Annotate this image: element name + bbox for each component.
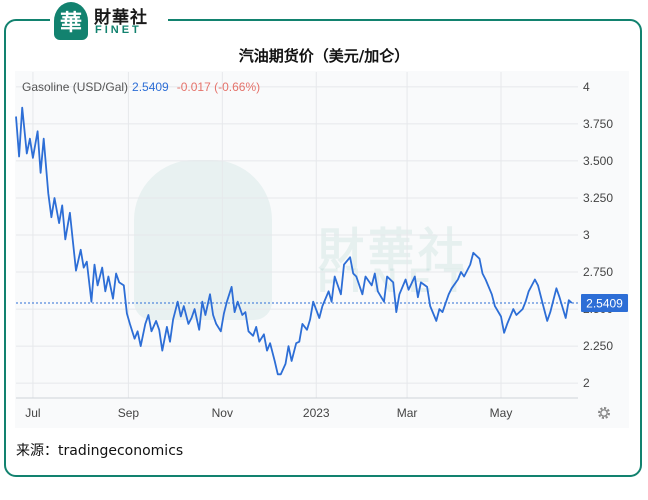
last-value-label: 2.5409 [586, 297, 623, 311]
chart-title: 汽油期货价（美元/加仑） [238, 47, 410, 65]
legend-series-name: Gasoline (USD/Gal) [22, 80, 129, 94]
brand-badge-char: 華 [59, 10, 82, 36]
y-tick-label: 2.750 [583, 265, 613, 279]
last-value-badge [581, 294, 628, 313]
x-tick-label: Sep [118, 406, 140, 420]
x-tick-label: Nov [212, 406, 233, 420]
watermark-badge [134, 160, 272, 320]
brand-logo: 華 財華社 FINET [50, 2, 168, 40]
x-tick-label: May [490, 406, 513, 420]
y-tick-label: 3 [583, 228, 590, 242]
x-tick-label: 2023 [303, 406, 330, 420]
source-note: 来源：tradingeconomics [16, 443, 184, 459]
gear-icon[interactable] [596, 405, 612, 421]
watermark-text: 財華社 [318, 223, 468, 277]
brand-name-en: FINET [95, 24, 142, 36]
y-tick-label: 3.500 [583, 154, 613, 168]
x-tick-label: Mar [397, 406, 418, 420]
y-tick-label: 3.250 [583, 191, 613, 205]
series-line [15, 106, 573, 376]
legend-value: 2.5409 [132, 80, 169, 94]
brand-badge: 華 [54, 2, 88, 40]
y-tick-label: 4 [583, 80, 590, 94]
x-tick-label: Jul [25, 406, 40, 420]
plot-area [15, 71, 629, 428]
y-tick-label: 2 [583, 376, 590, 390]
y-tick-label: 3.750 [583, 117, 613, 131]
brand-name-cn: 財華社 [94, 8, 148, 28]
y-tick-label: 2.250 [583, 339, 613, 353]
legend-change: -0.017 (-0.66%) [176, 80, 261, 94]
legend: Gasoline (USD/Gal) 2.5409 -0.017 (-0.66%) [22, 80, 260, 94]
